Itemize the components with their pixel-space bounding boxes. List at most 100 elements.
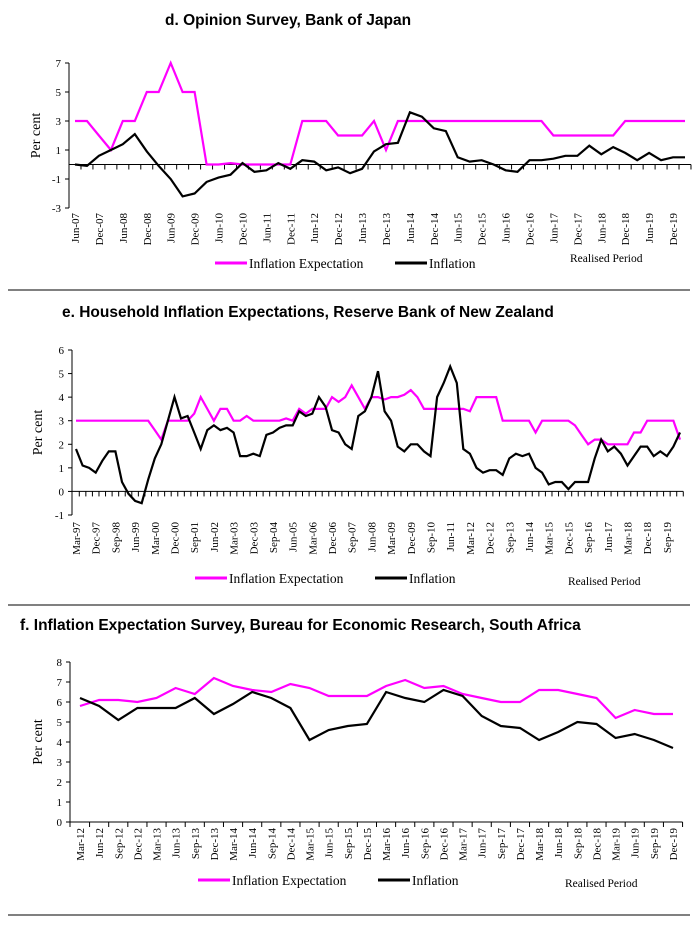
x-tick-label: Jun-18 (553, 828, 565, 858)
chart-title: f. Inflation Expectation Survey, Bureau … (20, 617, 581, 634)
x-tick-label: Jun-15 (324, 828, 336, 858)
x-tick-label: Sep-12 (113, 828, 125, 859)
y-tick-label: 2 (59, 439, 65, 451)
y-tick-label: 3 (59, 416, 65, 428)
x-tick-label: Mar-15 (544, 522, 556, 555)
y-axis-label: Per cent (31, 719, 46, 765)
x-tick-label: Jun-12 (309, 213, 321, 243)
y-tick-label: 0 (59, 486, 65, 498)
x-tick-label: Dec-16 (525, 213, 537, 246)
y-tick-label: 0 (57, 817, 63, 829)
x-tick-label: Dec-11 (285, 213, 297, 245)
x-tick-label: Jun-08 (118, 213, 130, 243)
legend-label-expectation: Inflation Expectation (229, 571, 344, 586)
x-tick-label: Sep-19 (662, 522, 674, 554)
x-tick-label: Jun-12 (94, 828, 106, 858)
x-tick-label: Jun-10 (214, 213, 226, 243)
x-tick-label: Dec-19 (668, 213, 680, 246)
x-tick-label: Mar-03 (229, 522, 241, 555)
x-tick-label: Sep-13 (190, 828, 202, 860)
x-tick-label: Jun-16 (501, 213, 513, 243)
y-tick-label: 5 (57, 717, 63, 729)
x-tick-label: Dec-06 (327, 522, 339, 555)
x-tick-label: Dec-18 (642, 522, 654, 555)
x-tick-label: Mar-13 (152, 828, 164, 861)
legend-label-expectation: Inflation Expectation (249, 256, 364, 271)
x-tick-label: Dec-07 (94, 213, 106, 246)
x-tick-label: Sep-18 (572, 828, 584, 860)
x-tick-label: Dec-08 (142, 213, 154, 246)
x-tick-label: Sep-16 (583, 522, 595, 554)
chart-e: e. Household Inflation Expectations, Res… (8, 304, 690, 606)
chart-title: e. Household Inflation Expectations, Res… (62, 304, 554, 321)
x-axis-label: Realised Period (565, 878, 638, 890)
x-tick-label: Jun-18 (596, 213, 608, 243)
x-tick-label: Jun-14 (524, 522, 536, 552)
x-tick-label: Sep-14 (266, 828, 278, 860)
x-tick-label: Dec-17 (572, 213, 584, 246)
y-axis-label: Per cent (29, 113, 44, 159)
y-tick-label: 6 (57, 697, 63, 709)
x-tick-label: Jun-08 (366, 522, 378, 552)
inflation-expectation-line (76, 383, 682, 446)
x-tick-label: Dec-15 (477, 213, 489, 246)
y-tick-label: 4 (57, 737, 63, 749)
x-tick-label: Dec-13 (381, 213, 393, 246)
x-axis-label: Realised Period (570, 253, 643, 265)
x-tick-label: Dec-14 (429, 213, 441, 246)
x-tick-label: Jun-13 (171, 828, 183, 858)
x-tick-label: Dec-14 (285, 828, 297, 861)
x-tick-label: Mar-18 (622, 522, 634, 555)
x-tick-label: Jun-14 (247, 828, 259, 858)
x-tick-label: Jun-14 (405, 213, 417, 243)
x-tick-label: Mar-14 (228, 828, 240, 861)
y-tick-label: 5 (56, 87, 62, 99)
x-tick-label: Jun-07 (70, 213, 82, 243)
chart-title: d. Opinion Survey, Bank of Japan (165, 12, 411, 29)
chart-f: f. Inflation Expectation Survey, Bureau … (8, 617, 690, 916)
x-tick-label: Dec-12 (333, 213, 345, 245)
y-tick-label: 1 (57, 797, 63, 809)
x-tick-label: Jun-17 (548, 213, 560, 243)
y-tick-label: 4 (59, 392, 65, 404)
x-tick-label: Sep-15 (343, 828, 355, 860)
x-tick-label: Mar-17 (458, 828, 470, 861)
x-tick-label: Jun-05 (288, 522, 300, 552)
x-tick-label: Dec-17 (515, 828, 527, 861)
x-tick-label: Jun-15 (453, 213, 465, 243)
x-tick-label: Sep-01 (189, 522, 201, 553)
x-tick-label: Dec-09 (190, 213, 202, 246)
y-tick-label: 7 (56, 58, 62, 70)
y-tick-label: 5 (59, 369, 65, 381)
x-tick-label: Mar-12 (75, 828, 87, 861)
x-tick-label: Mar-06 (307, 522, 319, 555)
x-tick-label: Dec-03 (248, 522, 260, 555)
x-tick-label: Dec-09 (406, 522, 418, 555)
x-tick-label: Jun-19 (630, 828, 642, 858)
x-tick-label: Jun-13 (357, 213, 369, 243)
x-tick-label: Sep-17 (496, 828, 508, 860)
x-tick-label: Sep-07 (347, 522, 359, 554)
x-tick-label: Mar-15 (305, 828, 317, 861)
y-tick-label: 3 (57, 757, 63, 769)
x-tick-label: Jun-99 (130, 522, 142, 552)
x-tick-label: Jun-17 (477, 828, 489, 858)
x-tick-label: Sep-04 (268, 522, 280, 554)
x-tick-label: Sep-19 (649, 828, 661, 860)
x-tick-label: Sep-10 (426, 522, 438, 554)
inflation-line (79, 688, 674, 750)
x-tick-label: Jun-02 (209, 522, 221, 552)
x-tick-label: Jun-11 (445, 522, 457, 552)
y-tick-label: -1 (52, 174, 61, 186)
x-tick-label: Sep-16 (419, 828, 431, 860)
x-tick-label: Dec-18 (591, 828, 603, 861)
x-tick-label: Dec-97 (91, 522, 103, 555)
y-tick-label: 1 (56, 145, 62, 157)
x-axis-label: Realised Period (568, 576, 641, 588)
x-tick-label: Jun-16 (400, 828, 412, 858)
x-tick-label: Mar-12 (465, 522, 477, 555)
x-tick-label: Dec-00 (169, 522, 181, 555)
chart-d: d. Opinion Survey, Bank of Japan -3 -1 1 3 5 7… (8, 12, 692, 291)
x-tick-label: Mar-00 (150, 522, 162, 555)
